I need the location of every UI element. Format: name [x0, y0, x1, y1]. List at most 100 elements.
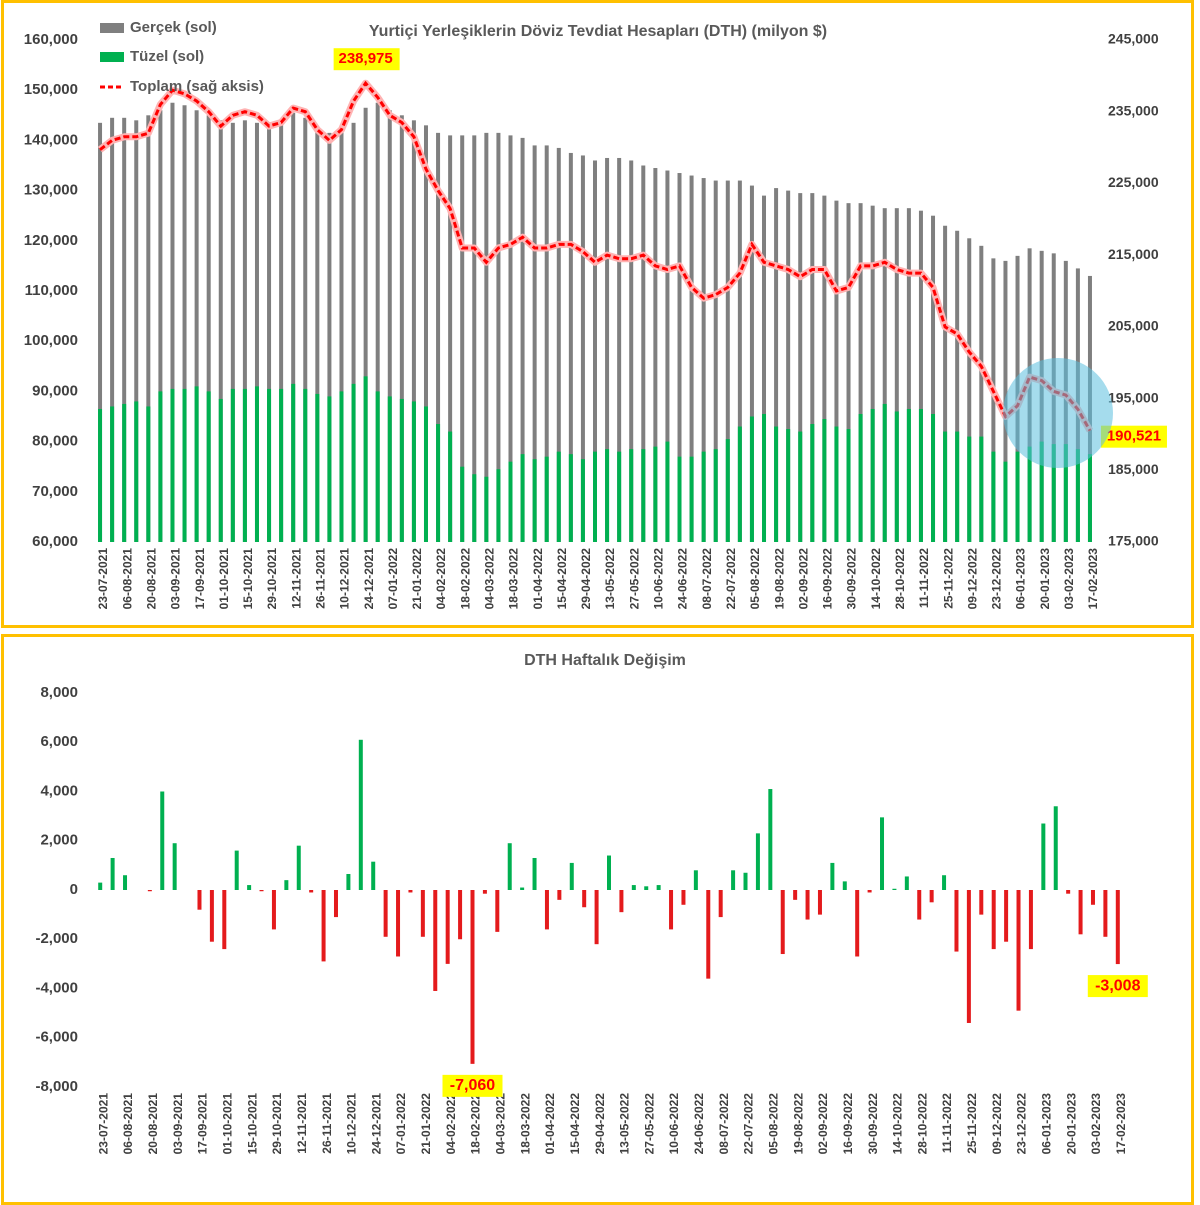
bar [665, 170, 670, 542]
bar [1051, 444, 1056, 542]
bar [906, 408, 911, 542]
bar [653, 168, 658, 542]
x-tick-label: 19-08-2022 [791, 1093, 805, 1155]
bar [339, 127, 344, 542]
bar [98, 408, 103, 542]
x-tick-label: 20-08-2021 [144, 548, 158, 610]
bar [1090, 890, 1095, 905]
x-tick-label: 17-02-2023 [1086, 548, 1100, 610]
bar [731, 870, 736, 890]
x-tick-label: 18-02-2022 [458, 548, 472, 610]
x-tick-label: 06-01-2023 [1014, 548, 1028, 610]
bar [1063, 444, 1068, 542]
bar [520, 887, 525, 890]
bar [967, 436, 972, 542]
bar [580, 155, 585, 542]
x-tick-label: 26-11-2021 [320, 1093, 334, 1154]
bar [556, 451, 561, 542]
bar [693, 870, 698, 890]
bar [122, 117, 127, 542]
bar [472, 135, 477, 542]
bar [955, 230, 960, 542]
bar [931, 413, 936, 542]
legend-label: Tüzel (sol) [130, 48, 204, 65]
x-tick-label: 10-12-2021 [345, 1093, 359, 1155]
bar [147, 890, 152, 892]
bar [532, 459, 537, 542]
bar [894, 411, 899, 542]
bar [594, 890, 599, 945]
x-tick-label: 29-10-2021 [270, 1093, 284, 1155]
bar [979, 436, 984, 542]
bar [906, 208, 911, 543]
bar [267, 125, 272, 542]
bar [98, 122, 103, 542]
y-tick-label: 140,000 [24, 131, 78, 148]
x-tick-label: 15-04-2022 [555, 548, 569, 610]
bar [321, 890, 326, 962]
bar [593, 160, 597, 543]
x-tick-label: 24-06-2022 [676, 548, 690, 610]
bar [607, 855, 611, 890]
y-tick-label: -8,000 [35, 1078, 78, 1095]
bar [420, 890, 425, 937]
y2-tick-label: 225,000 [1108, 174, 1159, 190]
bar [822, 195, 827, 542]
bar [768, 789, 773, 890]
bar [242, 120, 247, 542]
x-tick-label: 04-03-2022 [493, 1093, 507, 1155]
x-tick-label: 03-09-2021 [171, 1093, 185, 1155]
bar [954, 890, 959, 952]
bar [358, 739, 363, 890]
bar [496, 469, 501, 542]
bar [296, 845, 301, 890]
bar [1066, 890, 1071, 894]
bar [1103, 890, 1108, 937]
bar [629, 160, 634, 543]
x-tick-label: 01-10-2021 [217, 548, 231, 610]
bar [222, 890, 227, 950]
chart-title: Yurtiçi Yerleşiklerin Döviz Tevdiat Hesa… [369, 23, 827, 40]
bar [408, 890, 413, 893]
x-tick-label: 21-01-2022 [419, 1093, 433, 1155]
highlight-circle [1003, 358, 1113, 468]
bar [762, 195, 767, 542]
bar [436, 424, 441, 542]
x-tick-label: 10-06-2022 [667, 1093, 681, 1155]
bar [544, 456, 549, 542]
bar [448, 431, 453, 542]
bar [1016, 890, 1021, 1011]
bar [918, 210, 923, 542]
x-tick-label: 03-09-2021 [169, 548, 183, 610]
bar [892, 888, 897, 890]
x-tick-label: 11-11-2022 [917, 548, 931, 608]
bar [460, 466, 465, 542]
bar [110, 117, 115, 542]
bar [967, 238, 972, 543]
y-tick-label: 70,000 [32, 483, 78, 500]
x-tick-label: 03-02-2023 [1062, 548, 1076, 610]
bar [605, 157, 610, 542]
bar [805, 890, 810, 920]
bar [327, 396, 332, 542]
bar [629, 449, 634, 542]
bar [375, 102, 380, 542]
bar [399, 398, 404, 542]
bar [279, 388, 284, 542]
x-tick-label: 13-05-2022 [603, 548, 617, 610]
bar [98, 882, 103, 890]
x-tick-label: 06-08-2021 [121, 1093, 135, 1155]
x-tick-label: 23-12-2022 [1015, 1093, 1029, 1155]
bar [774, 426, 779, 542]
y-tick-label: 120,000 [24, 232, 78, 249]
x-tick-label: 06-01-2023 [1040, 1093, 1054, 1155]
y-tick-label: 100,000 [24, 332, 78, 349]
x-tick-label: 29-04-2022 [579, 548, 593, 610]
bar [842, 881, 847, 890]
x-tick-label: 01-04-2022 [543, 1093, 557, 1155]
bar [279, 122, 284, 542]
bar [346, 873, 351, 890]
bar [218, 398, 223, 542]
x-tick-label: 16-09-2022 [841, 1093, 855, 1155]
bar [656, 885, 661, 890]
